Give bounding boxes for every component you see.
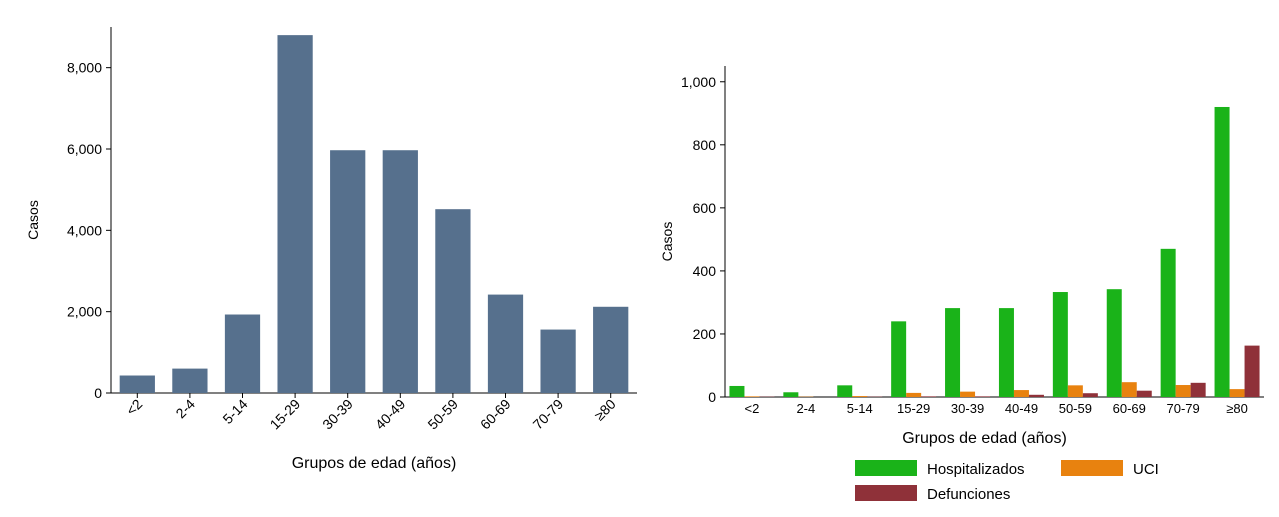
x-tick-label: 70-79 — [1167, 401, 1200, 416]
bar-1 — [1175, 385, 1191, 397]
x-tick-label: 40-49 — [1005, 401, 1038, 416]
x-tick-label: 2-4 — [172, 396, 198, 422]
y-tick-label: 600 — [693, 200, 717, 216]
x-tick-label: ≥80 — [591, 396, 619, 424]
bar-1 — [1121, 382, 1137, 397]
y-axis-title: Casos — [25, 200, 41, 240]
bar-1 — [960, 391, 976, 397]
bar-2 — [1190, 382, 1206, 397]
bar-0 — [1106, 289, 1122, 397]
y-tick-label: 0 — [708, 389, 716, 405]
bar-0 — [783, 392, 799, 397]
x-tick-label: ≥80 — [1226, 401, 1248, 416]
x-tick-label: 2-4 — [796, 401, 815, 416]
legend-label-1: UCI — [1133, 461, 1159, 478]
bar-2 — [1082, 393, 1098, 397]
x-tick-label: 5-14 — [219, 396, 250, 427]
y-tick-label: 200 — [693, 326, 717, 342]
y-axis-title: Casos — [659, 222, 675, 262]
bar — [487, 294, 524, 393]
bar — [119, 375, 155, 393]
bar — [330, 150, 366, 393]
legend-label-0: Hospitalizados — [927, 461, 1025, 478]
y-tick-label: 4,000 — [67, 222, 102, 238]
legend-swatch-0 — [855, 460, 917, 476]
bar-1 — [906, 392, 922, 397]
bar-2 — [1136, 390, 1152, 397]
severity-by-age-chart: 0 200 400 600 800 1,000 <2 2-4 5-14 15-29 30-39 40-… — [659, 66, 1264, 503]
cases-by-age-chart: 0 2,000 4,000 6,000 8,000 <2 2-4 5-14 15-29 30-39… — [25, 27, 637, 472]
x-tick-label: 50-59 — [1059, 401, 1092, 416]
bar-1 — [1067, 385, 1083, 397]
y-tick-label: 800 — [693, 137, 717, 153]
left-chart-panel: 0 2,000 4,000 6,000 8,000 <2 2-4 5-14 15-29 30-39… — [25, 27, 637, 472]
x-axis-title: Grupos de edad (años) — [292, 455, 457, 472]
y-tick-label: 400 — [693, 263, 717, 279]
bar-2 — [1028, 394, 1044, 397]
y-tick-label: 0 — [94, 385, 102, 401]
x-tick-label: 15-29 — [267, 396, 304, 433]
bar-0 — [1160, 248, 1176, 397]
x-tick-label: 50-59 — [424, 396, 461, 433]
x-tick-label: 60-69 — [477, 396, 514, 433]
legend-label-2: Defunciones — [927, 486, 1010, 503]
bar — [593, 306, 629, 393]
bar-0 — [1052, 292, 1068, 397]
x-tick-label: 40-49 — [372, 396, 409, 433]
x-tick-label: 15-29 — [897, 401, 930, 416]
bar-0 — [729, 385, 745, 397]
bar — [435, 209, 471, 393]
bar-0 — [998, 308, 1014, 397]
x-tick-label: <2 — [123, 396, 146, 419]
bar-0 — [837, 385, 853, 397]
x-tick-label: 30-39 — [951, 401, 984, 416]
bar-1 — [744, 396, 760, 397]
x-tick-label: 30-39 — [319, 396, 356, 433]
bar-0 — [891, 321, 907, 397]
bar — [540, 329, 576, 393]
right-chart-panel: 0 200 400 600 800 1,000 <2 2-4 5-14 15-29 30-39 40-… — [634, 46, 1279, 517]
bar-0 — [945, 308, 961, 397]
x-tick-label: 5-14 — [847, 401, 873, 416]
bar-2 — [975, 396, 991, 397]
bar-1 — [852, 396, 868, 397]
legend-swatch-2 — [855, 485, 917, 501]
x-tick-label: 70-79 — [530, 396, 567, 433]
bar — [277, 35, 313, 394]
bar — [382, 150, 418, 393]
bar-2 — [1244, 345, 1260, 397]
bar-1 — [1229, 389, 1245, 397]
legend-swatch-1 — [1061, 460, 1123, 476]
bar-1 — [1013, 390, 1029, 397]
x-tick-label: <2 — [745, 401, 760, 416]
y-tick-label: 8,000 — [67, 60, 102, 76]
y-tick-label: 1,000 — [681, 74, 716, 90]
bar — [224, 314, 261, 393]
y-tick-label: 2,000 — [67, 304, 102, 320]
y-tick-label: 6,000 — [67, 141, 102, 157]
bar-2 — [921, 396, 937, 397]
x-axis-title: Grupos de edad (años) — [902, 430, 1067, 447]
x-tick-label: 60-69 — [1113, 401, 1146, 416]
bar — [172, 368, 208, 393]
bar-0 — [1214, 106, 1230, 397]
